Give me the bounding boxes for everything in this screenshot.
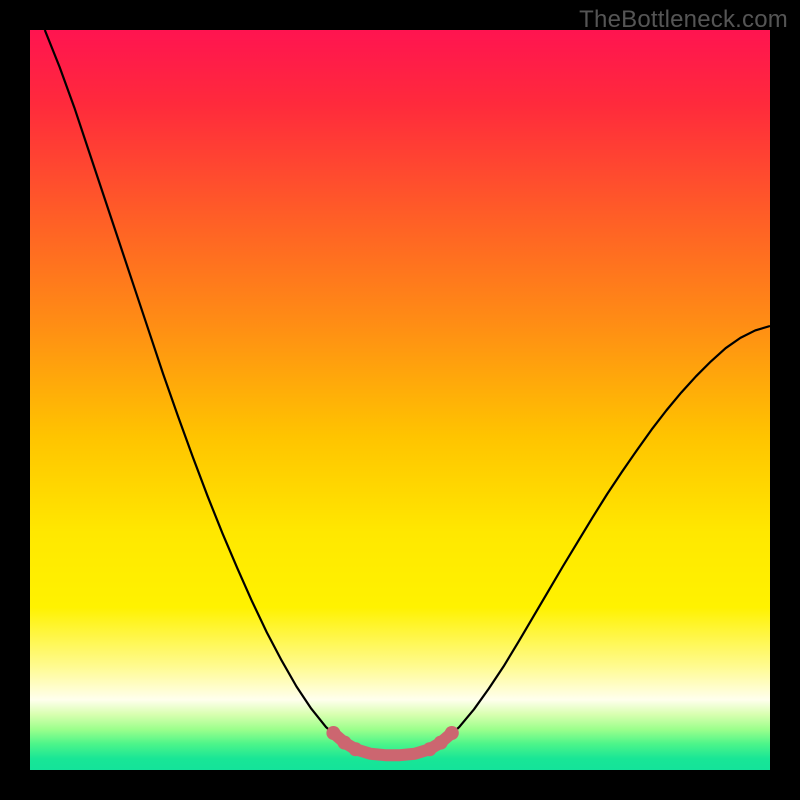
watermark-text: TheBottleneck.com bbox=[579, 6, 788, 34]
optimal-range-dot bbox=[445, 726, 459, 740]
plot-svg bbox=[30, 30, 770, 770]
optimal-range-dot bbox=[349, 742, 363, 756]
plot-area bbox=[30, 30, 770, 770]
gradient-background bbox=[30, 30, 770, 770]
chart-stage: TheBottleneck.com bbox=[0, 0, 800, 800]
optimal-range-dot bbox=[326, 726, 340, 740]
optimal-range-dot bbox=[434, 736, 448, 750]
